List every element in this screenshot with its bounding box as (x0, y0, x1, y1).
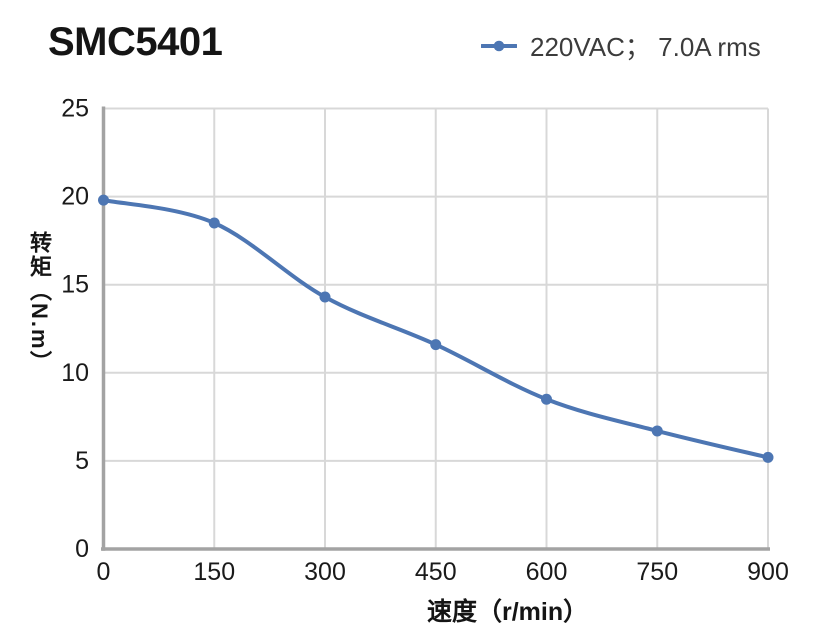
x-tick-label: 300 (304, 558, 346, 586)
legend-line-with-dot-icon (481, 40, 517, 51)
y-tick-label: 15 (61, 271, 89, 299)
x-tick-label: 450 (415, 558, 457, 586)
y-axis-title: 转矩（N.m） (27, 231, 52, 375)
x-axis-title: 速度（r/min） (427, 598, 589, 626)
chart-title: SMC5401 (48, 20, 223, 64)
x-tick-label: 750 (636, 558, 678, 586)
y-tick-label: 5 (75, 447, 89, 475)
y-tick-label: 20 (61, 183, 89, 211)
data-point-marker (208, 217, 220, 229)
y-tick-label: 25 (61, 95, 89, 123)
x-tick-label: 150 (193, 558, 235, 586)
y-tick-label: 0 (75, 535, 89, 563)
x-tick-label: 0 (97, 558, 111, 586)
legend: 220VAC； 7.0A rms (481, 27, 761, 64)
data-point-marker (541, 393, 552, 405)
y-tick-label: 10 (61, 359, 89, 387)
data-point-marker (762, 451, 774, 463)
x-tick-label: 900 (747, 558, 789, 586)
legend-label: 220VAC； 7.0A rms (530, 32, 761, 62)
data-point-marker (98, 194, 109, 206)
data-point-marker (430, 339, 442, 351)
x-tick-label: 600 (526, 558, 568, 586)
data-point-marker (651, 425, 663, 437)
data-point-marker (319, 291, 331, 303)
